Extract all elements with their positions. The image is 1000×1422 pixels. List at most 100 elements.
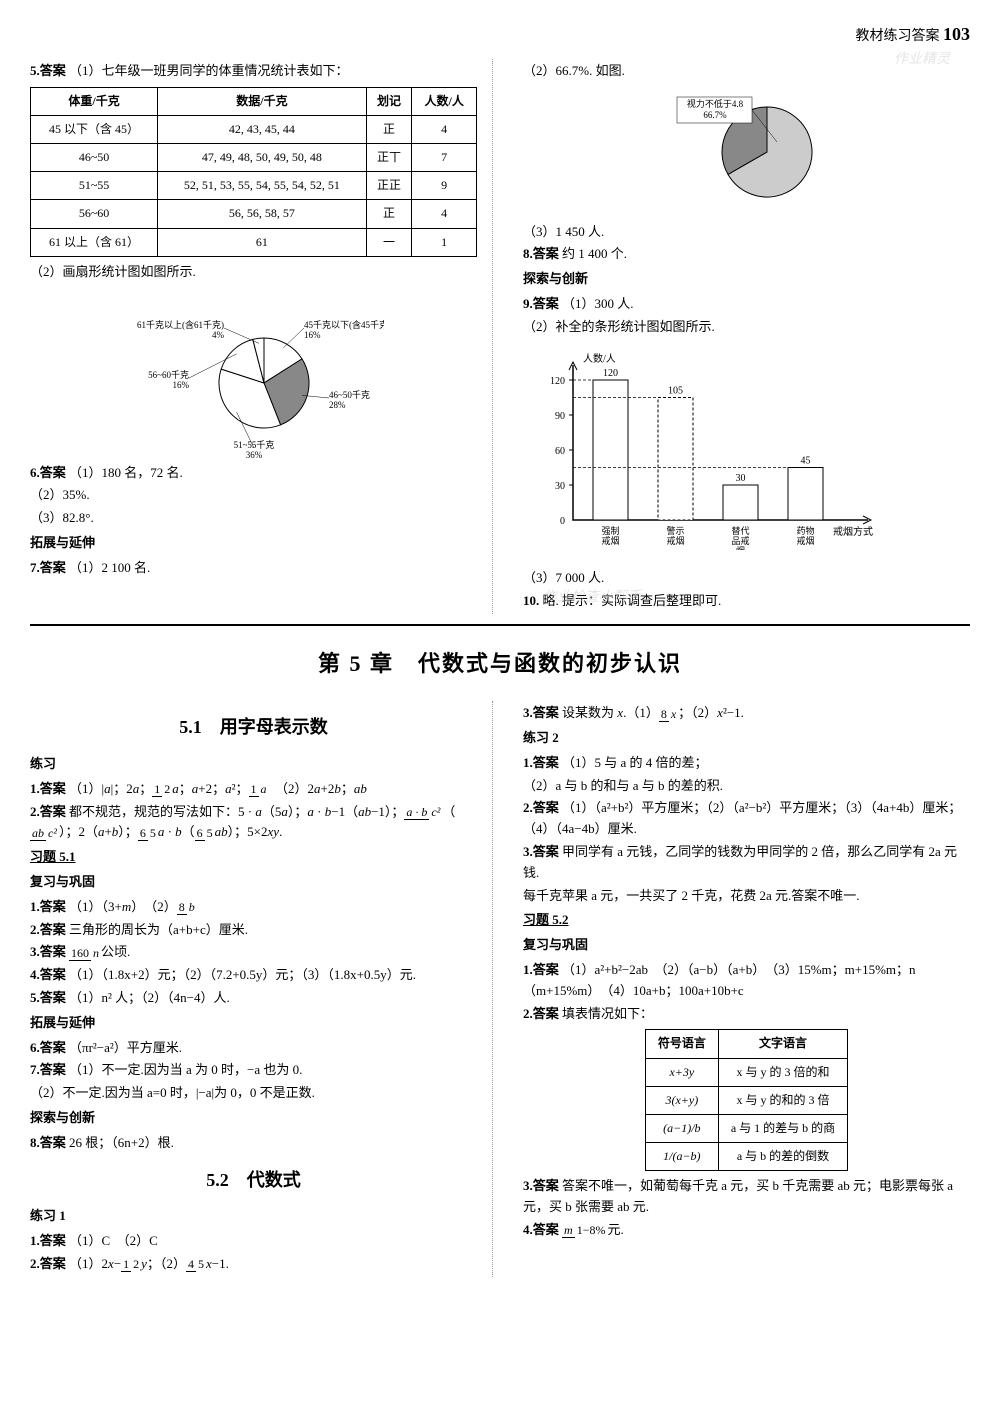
at-h2: 文字语言 [718,1030,847,1058]
table-cell: 51~55 [31,172,158,200]
svg-text:45千克以下(含45千克)16%: 45千克以下(含45千克)16% [304,319,384,340]
s52-r3: 3.答案 答案不唯一，如葡萄每千克 a 元，买 b 千克需要 ab 元；电影票每… [523,1176,970,1218]
s51-e8-text: 26 根；（6n+2）根. [69,1135,174,1150]
svg-text:药物戒烟: 药物戒烟 [796,525,814,546]
svg-text:0: 0 [560,516,565,527]
page-number: 103 [943,24,970,44]
svg-text:120: 120 [550,376,565,387]
at-h1: 符号语言 [645,1030,718,1058]
s51-r3-label: 3.答案 [30,944,66,959]
s52-r2: 2.答案 填表情况如下： [523,1004,970,1025]
s52-r1: 1.答案 （1）a²+b²−2ab （2）（a−b）（a+b） （3）15%m；… [523,960,970,1002]
th-weight: 体重/千克 [31,87,158,115]
svg-text:30: 30 [555,481,565,492]
s51-e8: 8.答案 26 根；（6n+2）根. [30,1133,477,1154]
chapter-title: 第 5 章 代数式与函数的初步认识 [30,646,970,681]
s51-r4-text: （1）（1.8x+2）元；（2）（7.2+0.5y）元；（3）（1.8x+0.5… [69,967,416,982]
s51-e7-label: 7.答案 [30,1062,66,1077]
s51-r1-label: 1.答案 [30,899,66,914]
svg-text:56~60千克16%: 56~60千克16% [148,370,189,390]
s51-r5: 5.答案 （1）n² 人；（2）（4n−4）人. [30,988,477,1009]
q8: 8.答案 约 1 400 个. [523,244,970,265]
th-data: 数据/千克 [158,87,367,115]
review52-h: 复习与巩固 [523,935,970,956]
table-cell: 9 [412,172,477,200]
p2q3-p2: 每千克苹果 a 元，一共买了 2 千克，花费 2a 元.答案不唯一. [523,886,970,907]
svg-text:警示戒烟: 警示戒烟 [666,525,684,546]
s52-p2q3: 3.答案 甲同学有 a 元钱，乙同学的钱数为甲同学的 2 倍，那么乙同学有 2a… [523,842,970,884]
s52-r4: 4.答案 m1−8%元. [523,1220,970,1241]
right-column: 作业精灵 （2）66.7%. 如图. 视力不低于4.866.7% （3）1 45… [513,59,970,614]
q5-intro: （1）七年级一班男同学的体重情况统计表如下： [69,63,349,78]
th-tally: 划记 [366,87,412,115]
svg-text:30: 30 [736,473,746,484]
pie-chart-1: 45千克以下(含45千克)16% 46~50千克28% 51~55千克36% 56~6… [124,288,384,458]
table-cell: 56, 56, 58, 57 [158,200,367,228]
r2-label: 2.答案 [523,1006,559,1021]
ex51-h: 习题 5.1 [30,847,477,868]
table-cell: 46~50 [31,143,158,171]
p1q1-label: 1.答案 [30,1233,66,1248]
r2-text: 填表情况如下： [562,1006,653,1021]
s51-e6-text: （πr²−a²）平方厘米. [69,1040,182,1055]
r3-label: 3.答案 [523,1178,559,1193]
p2q1-label: 1.答案 [523,755,559,770]
p2q2-label: 2.答案 [523,800,559,815]
r-p2: （2）66.7%. 如图. [523,61,970,82]
table-cell: 47, 49, 48, 50, 49, 50, 48 [158,143,367,171]
header-label: 教材练习答案 [856,29,940,44]
q6-p3: （3）82.8°. [30,508,477,529]
r3-text: 答案不唯一，如葡萄每千克 a 元，买 b 千克需要 ab 元；电影票每张 a 元… [523,1178,953,1214]
svg-text:戒烟方式: 戒烟方式 [833,525,873,538]
practice1-h: 练习 1 [30,1206,477,1227]
ext-h: 拓展与延伸 [30,1013,477,1034]
practice2-h: 练习 2 [523,728,970,749]
p2q3-p1: 甲同学有 a 元钱，乙同学的钱数为甲同学的 2 倍，那么乙同学有 2a 元钱. [523,844,957,880]
table-cell: 1/(a−b) [645,1143,718,1171]
q5-line: 5.答案 （1）七年级一班男同学的体重情况统计表如下： [30,61,477,82]
page-header: 教材练习答案 103 [30,20,970,49]
s51-r2: 2.答案 三角形的周长为（a+b+c）厘米. [30,920,477,941]
q7-p1: （1）2 100 名. [69,560,150,575]
weight-table: 体重/千克 数据/千克 划记 人数/人 45 以下（含 45）42, 43, 4… [30,87,477,257]
q9-p3: （3）7 000 人. [523,568,970,589]
s51-e7-p1: （1）不一定.因为当 a 为 0 时，−a 也为 0. [69,1062,302,1077]
s51-r4: 4.答案 （1）（1.8x+2）元；（2）（7.2+0.5y）元；（3）（1.8… [30,965,477,986]
explore-heading: 探索与创新 [523,269,970,290]
s51-r2-text: 三角形的周长为（a+b+c）厘米. [69,922,248,937]
svg-text:60: 60 [555,446,565,457]
svg-text:45: 45 [801,455,811,466]
q5-part2: （2）画扇形统计图如图所示. [30,262,477,283]
s51-e8-label: 8.答案 [30,1135,66,1150]
table-cell: 45 以下（含 45） [31,115,158,143]
q6-p2: （2）35%. [30,485,477,506]
s51-q2-label: 2.答案 [30,804,66,819]
s51-r1: 1.答案 （1）（3+m） （2）8b [30,897,477,918]
s51-r2-label: 2.答案 [30,922,66,937]
left-column: 5.答案 （1）七年级一班男同学的体重情况统计表如下： 体重/千克 数据/千克 … [30,59,493,614]
table-cell: a 与 b 的差的倒数 [718,1143,847,1171]
bottom-right: 3.答案 设某数为 x.（1）8x；（2）x²−1. 练习 2 1.答案 （1）… [513,701,970,1277]
s51-e6: 6.答案 （πr²−a²）平方厘米. [30,1038,477,1059]
svg-text:强制戒烟: 强制戒烟 [601,525,619,546]
sec52-title: 5.2 代数式 [30,1166,477,1195]
svg-text:人数/人: 人数/人 [583,352,616,365]
table-cell: x+3y [645,1058,718,1086]
table-cell: 3(x+y) [645,1086,718,1114]
bottom-left: 5.1 用字母表示数 练习 1.答案 （1）|a|；2a；12a；a+2；a²；… [30,701,493,1277]
p2q1-p2: （2）a 与 b 的和与 a 与 b 的差的积. [523,776,970,797]
s51-e7: 7.答案 （1）不一定.因为当 a 为 0 时，−a 也为 0. [30,1060,477,1081]
practice-h: 练习 [30,754,477,775]
algebra-table: 符号语言 文字语言 x+3yx 与 y 的 3 倍的和3(x+y)x 与 y 的… [645,1029,848,1171]
p2q2-text: （1）（a²+b²）平方厘米；（2）（a²−b²）平方厘米；（3）（4a+4b）… [523,800,961,836]
svg-text:51~55千克36%: 51~55千克36% [233,440,274,458]
table-cell: 61 以上（含 61） [31,228,158,256]
p1q3-label: 3.答案 [523,705,559,720]
q6: 6.答案 （1）180 名，72 名. [30,463,477,484]
svg-text:46~50千克28%: 46~50千克28% [329,390,370,410]
table-cell: 42, 43, 45, 44 [158,115,367,143]
s52-p1q3: 3.答案 设某数为 x.（1）8x；（2）x²−1. [523,703,970,724]
table-cell: 正丅 [366,143,412,171]
review-h: 复习与巩固 [30,872,477,893]
bottom-section: 5.1 用字母表示数 练习 1.答案 （1）|a|；2a；12a；a+2；a²；… [30,701,970,1287]
